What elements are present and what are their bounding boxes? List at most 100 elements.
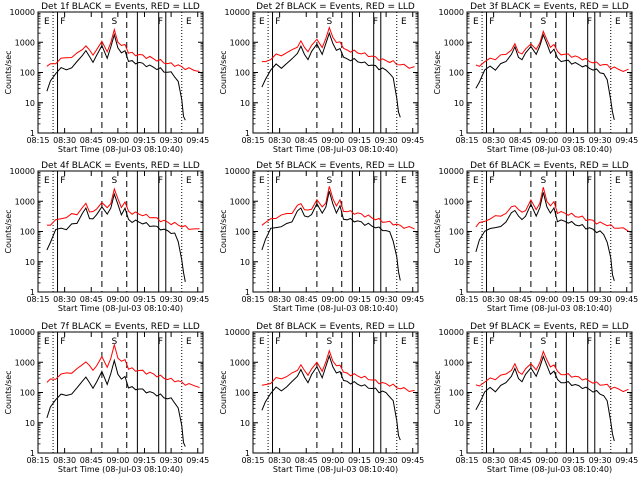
y-tick-label: 100 — [20, 389, 35, 398]
panel-title: Det 7f BLACK = Events, RED = LLD — [41, 322, 200, 332]
panel-7: Det 7f BLACK = Events, RED = LLD 1 10 100 10… — [4, 322, 209, 474]
x-axis-label: Start Time (08-Jul-03 08:10:40) — [58, 145, 183, 154]
panel-title: Det 1f BLACK = Events, RED = LLD — [41, 2, 200, 12]
x-tick-label: 09:30 — [589, 456, 612, 465]
x-tick-label: 08:15 — [26, 456, 49, 465]
y-tick-label: 100 — [235, 389, 250, 398]
x-tick-label: 08:30 — [268, 136, 291, 145]
interval-label: F — [587, 176, 592, 186]
y-tick-label: 1000 — [15, 358, 35, 367]
x-tick-label: 08:45 — [80, 136, 103, 145]
y-tick-label: 1000 — [444, 197, 464, 206]
interval-label: E — [259, 17, 265, 27]
events-series-line — [46, 358, 186, 447]
y-tick-label: 100 — [449, 389, 464, 398]
x-axis-label: Start Time (08-Jul-03 08:10:40) — [487, 465, 612, 474]
y-tick-label: 1 — [30, 288, 35, 297]
lld-series-line — [475, 29, 629, 72]
x-tick-label: 09:15 — [562, 136, 585, 145]
x-axis-label: Start Time (08-Jul-03 08:10:40) — [273, 465, 398, 474]
y-tick-label: 1000 — [444, 38, 464, 47]
interval-label: E — [473, 17, 479, 27]
x-tick-label: 08:45 — [509, 295, 532, 304]
x-tick-label: 09:00 — [106, 136, 129, 145]
x-tick-label: 09:00 — [321, 295, 344, 304]
interval-label: F — [275, 17, 280, 27]
y-tick-label: 10 — [240, 99, 250, 108]
x-tick-label: 08:15 — [241, 136, 264, 145]
interval-label: F — [275, 337, 280, 347]
x-tick-label: 08:30 — [53, 136, 76, 145]
interval-label: E — [44, 176, 50, 186]
x-tick-label: 09:45 — [186, 136, 209, 145]
interval-label: E — [259, 337, 265, 347]
x-tick-label: 09:00 — [535, 456, 558, 465]
x-tick-label: 08:15 — [26, 295, 49, 304]
interval-label: E — [615, 337, 621, 347]
x-tick-label: 08:30 — [268, 295, 291, 304]
interval-label: F — [373, 337, 378, 347]
x-axis-label: Start Time (08-Jul-03 08:10:40) — [487, 145, 612, 154]
x-tick-label: 08:30 — [482, 295, 505, 304]
y-tick-label: 10 — [454, 258, 464, 267]
interval-label: E — [186, 337, 192, 347]
events-series-line — [46, 192, 186, 282]
x-tick-label: 09:00 — [106, 295, 129, 304]
panel-1: Det 1f BLACK = Events, RED = LLD 1 10 100 10… — [4, 2, 209, 154]
panel-title: Det 3f BLACK = Events, RED = LLD — [470, 2, 629, 12]
panel-title: Det 4f BLACK = Events, RED = LLD — [41, 161, 200, 171]
x-tick-label: 09:15 — [133, 136, 156, 145]
y-axis-label: Counts/sec — [433, 209, 442, 253]
x-tick-label: 09:15 — [348, 136, 371, 145]
interval-label: E — [401, 17, 407, 27]
y-tick-label: 10 — [25, 258, 35, 267]
x-tick-label: 08:30 — [268, 456, 291, 465]
x-tick-label: 08:15 — [455, 136, 478, 145]
panel-4: Det 4f BLACK = Events, RED = LLD 1 10 100 10… — [4, 161, 209, 313]
x-tick-label: 09:45 — [186, 456, 209, 465]
panel-8: Det 8f BLACK = Events, RED = LLD 1 10 100 10… — [219, 322, 424, 474]
y-tick-label: 100 — [449, 228, 464, 237]
x-tick-label: 09:15 — [562, 295, 585, 304]
x-tick-label: 09:15 — [348, 456, 371, 465]
x-axis-label: Start Time (08-Jul-03 08:10:40) — [487, 304, 612, 313]
x-axis-label: Start Time (08-Jul-03 08:10:40) — [273, 145, 398, 154]
y-tick-label: 10 — [240, 258, 250, 267]
x-tick-label: 08:30 — [482, 136, 505, 145]
y-tick-label: 100 — [20, 69, 35, 78]
interval-label: S — [540, 176, 546, 186]
y-tick-label: 1 — [459, 288, 464, 297]
y-tick-label: 1 — [459, 449, 464, 458]
y-axis-label: Counts/sec — [219, 50, 228, 94]
y-tick-label: 100 — [449, 69, 464, 78]
x-tick-label: 09:45 — [186, 295, 209, 304]
x-tick-label: 09:00 — [535, 295, 558, 304]
interval-label: F — [275, 176, 280, 186]
panel-9: Det 9f BLACK = Events, RED = LLD 1 10 100 10… — [433, 322, 638, 474]
y-tick-label: 10 — [454, 419, 464, 428]
interval-label: E — [473, 337, 479, 347]
interval-label: F — [60, 176, 65, 186]
y-axis-label: Counts/sec — [4, 50, 13, 94]
interval-label: F — [587, 337, 592, 347]
x-tick-label: 09:45 — [401, 136, 424, 145]
y-tick-label: 1000 — [444, 358, 464, 367]
x-tick-label: 08:45 — [295, 295, 318, 304]
panel-6: Det 6f BLACK = Events, RED = LLD 1 10 100 10… — [433, 161, 638, 313]
lld-series-line — [261, 186, 415, 230]
interval-label: E — [44, 337, 50, 347]
lld-series-line — [46, 342, 200, 388]
interval-label: S — [326, 337, 332, 347]
y-tick-label: 1000 — [230, 38, 250, 47]
interval-label: F — [60, 337, 65, 347]
interval-label: E — [44, 17, 50, 27]
x-tick-label: 08:15 — [241, 295, 264, 304]
x-tick-label: 09:15 — [562, 456, 585, 465]
y-tick-label: 1 — [245, 288, 250, 297]
interval-label: E — [615, 176, 621, 186]
panel-3: Det 3f BLACK = Events, RED = LLD 1 10 100 10… — [433, 2, 638, 154]
x-axis-label: Start Time (08-Jul-03 08:10:40) — [273, 304, 398, 313]
interval-label: F — [489, 17, 494, 27]
y-tick-label: 10000 — [439, 8, 464, 17]
